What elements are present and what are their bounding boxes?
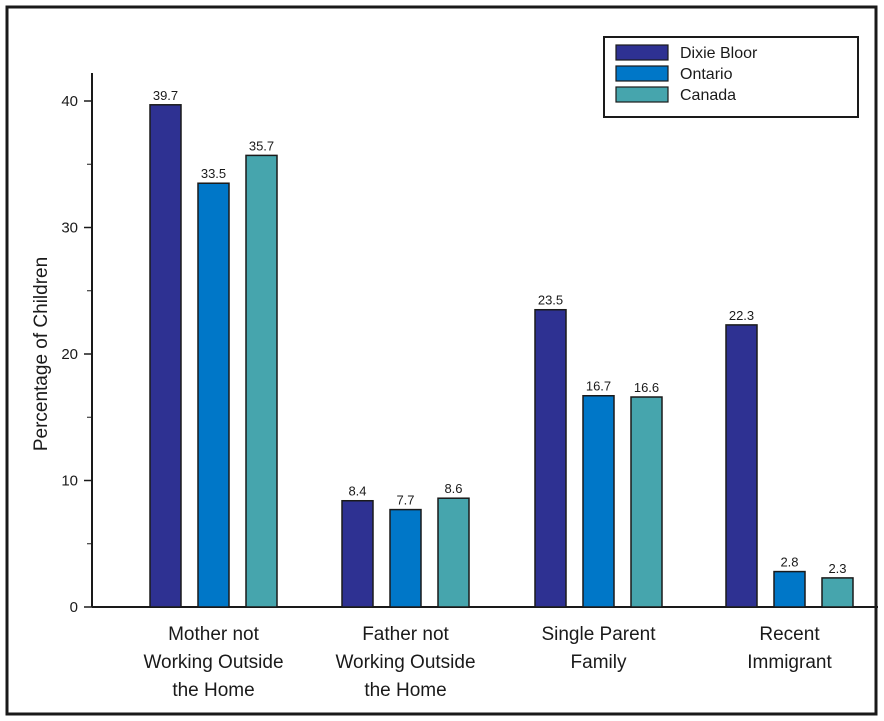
bar-value-label: 16.7 — [586, 379, 611, 394]
legend-swatch — [615, 65, 669, 82]
category-label: the Home — [364, 680, 446, 701]
category-label: Single Parent — [541, 624, 656, 645]
bar-value-label: 22.3 — [729, 308, 754, 323]
bar-value-label: 33.5 — [201, 166, 226, 181]
legend-swatch — [615, 44, 669, 61]
category-label: Father not — [362, 624, 449, 645]
bar-value-label: 39.7 — [153, 88, 178, 103]
legend-label: Canada — [680, 87, 736, 104]
plot-area: 0 10 20 30 40 39.7 8.4 23.5 22.3 33.5 7.7 16.7 2.8 35… — [61, 73, 878, 701]
y-axis-label: Percentage of Children — [31, 257, 52, 451]
bar-canada — [630, 396, 663, 608]
bar-dixie-bloor — [149, 104, 182, 608]
bar-value-label: 2.8 — [780, 555, 798, 570]
category-label: Working Outside — [143, 652, 283, 673]
bar-canada — [245, 154, 278, 608]
bar-ontario — [197, 182, 230, 608]
bar-value-label: 8.6 — [444, 481, 462, 496]
bar-canada — [437, 497, 470, 608]
bar-canada — [821, 577, 854, 608]
bar-value-label: 2.3 — [828, 561, 846, 576]
legend: Dixie Bloor Ontario Canada — [603, 36, 859, 118]
bar-value-label: 23.5 — [538, 293, 563, 308]
y-tick-label: 0 — [70, 599, 78, 616]
category-label: Recent — [759, 624, 820, 645]
bar-dixie-bloor — [534, 308, 567, 608]
legend-swatch — [615, 86, 669, 103]
bar-ontario — [582, 394, 615, 608]
y-tick-label: 20 — [61, 346, 78, 363]
bar-dixie-bloor — [341, 499, 374, 608]
category-label: Family — [571, 652, 627, 673]
category-label: the Home — [172, 680, 254, 701]
bar-value-label: 7.7 — [396, 493, 414, 508]
category-label: Immigrant — [747, 652, 832, 673]
bar-ontario — [389, 508, 422, 608]
y-tick-label: 40 — [61, 93, 78, 110]
bar-value-label: 8.4 — [348, 484, 366, 499]
bar-value-label: 35.7 — [249, 138, 274, 153]
bar-dixie-bloor — [725, 324, 758, 608]
y-tick-label: 10 — [61, 473, 78, 490]
bar-value-label: 16.6 — [634, 380, 659, 395]
bar-ontario — [773, 570, 806, 608]
category-label: Mother not — [168, 624, 260, 645]
legend-label: Dixie Bloor — [680, 45, 758, 62]
category-label: Working Outside — [335, 652, 475, 673]
legend-label: Ontario — [680, 66, 733, 83]
y-tick-label: 30 — [61, 220, 78, 237]
